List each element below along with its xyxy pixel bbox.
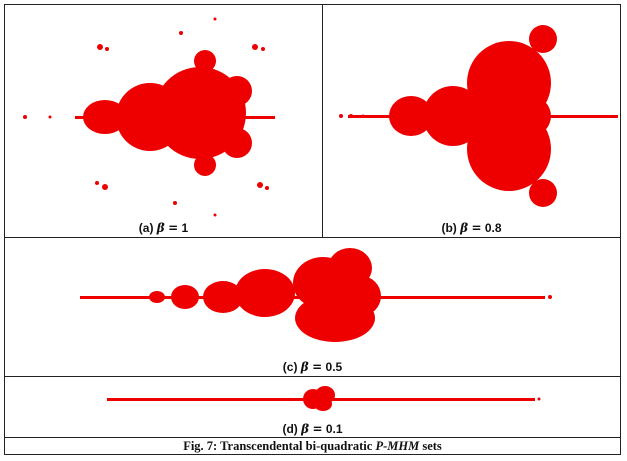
label-c-value: 0.5 [325,360,343,374]
label-b-value: 0.8 [484,221,502,235]
label-d-value: 0.1 [325,422,343,436]
label-c-op: = [312,360,323,374]
panel-d: (d) β = 0.1 [4,376,621,438]
label-d: (d) β = 0.1 [5,422,620,436]
fractal-d [107,386,541,411]
label-b: (b) β = 0.8 [323,221,620,235]
label-a-value: 1 [181,221,189,235]
label-a: (a) β = 1 [5,221,322,235]
caption-suffix: sets [419,439,442,453]
label-d-symbol: β [301,422,310,436]
label-d-tag: (d) [282,422,298,436]
label-b-symbol: β [460,221,469,235]
fractal-b [339,25,618,207]
label-c-tag: (c) [282,360,298,374]
label-a-tag: (a) [138,221,154,235]
label-a-op: = [168,221,179,235]
label-b-op: = [471,221,482,235]
label-c-symbol: β [300,360,309,374]
fractal-a [23,17,275,217]
label-c: (c) β = 0.5 [5,360,620,374]
label-d-op: = [312,422,323,436]
panel-c: (c) β = 0.5 [4,237,621,377]
panel-a: (a) β = 1 [4,4,323,238]
label-b-tag: (b) [441,221,457,235]
caption-prefix: Fig. 7: Transcendental bi-quadratic [183,439,376,453]
caption-emph: P-MHM [375,439,420,453]
fractal-c [80,248,552,342]
label-a-symbol: β [156,221,165,235]
figure-caption: Fig. 7: Transcendental bi-quadratic P-MH… [4,437,621,455]
panel-b: (b) β = 0.8 [322,4,621,238]
